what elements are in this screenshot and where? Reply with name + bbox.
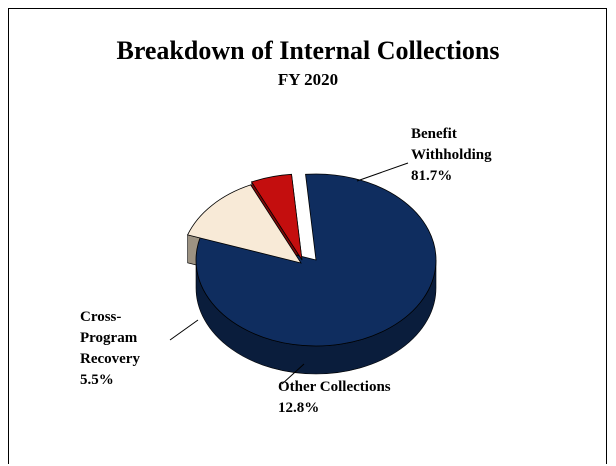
slice-label-cross-program-recovery: Cross- Program Recovery 5.5%: [80, 307, 140, 391]
pie-tops: [187, 173, 437, 347]
other-label-line1: Other Collections: [278, 379, 391, 395]
chart-subtitle: FY 2020: [277, 70, 339, 89]
chart-title: Breakdown of Internal Collections: [116, 36, 500, 65]
cross-label-value: 5.5%: [80, 372, 114, 388]
leader-other-collections: [281, 363, 305, 385]
leader-cross-program-recovery: [169, 319, 199, 341]
benefit-label-line1: Benefit: [411, 126, 457, 142]
chart-frame: [8, 8, 607, 464]
benefit-label-line2: Withholding: [411, 147, 492, 163]
pie-slice-cross-program-recovery: [251, 173, 303, 261]
leader-lines: [169, 162, 409, 385]
pie-slice-other-collections: [187, 184, 302, 264]
benefit-label-value: 81.7%: [411, 168, 453, 184]
slice-label-benefit-withholding: Benefit Withholding 81.7%: [411, 124, 492, 187]
cross-label-line3: Recovery: [80, 351, 140, 367]
leader-benefit-withholding: [356, 162, 409, 182]
slice-label-other-collections: Other Collections 12.8%: [278, 377, 391, 419]
pie-slice-benefit-withholding: [195, 173, 437, 347]
cross-label-line2: Program: [80, 330, 138, 346]
cross-label-line1: Cross-: [80, 309, 122, 325]
other-label-value: 12.8%: [278, 400, 320, 416]
